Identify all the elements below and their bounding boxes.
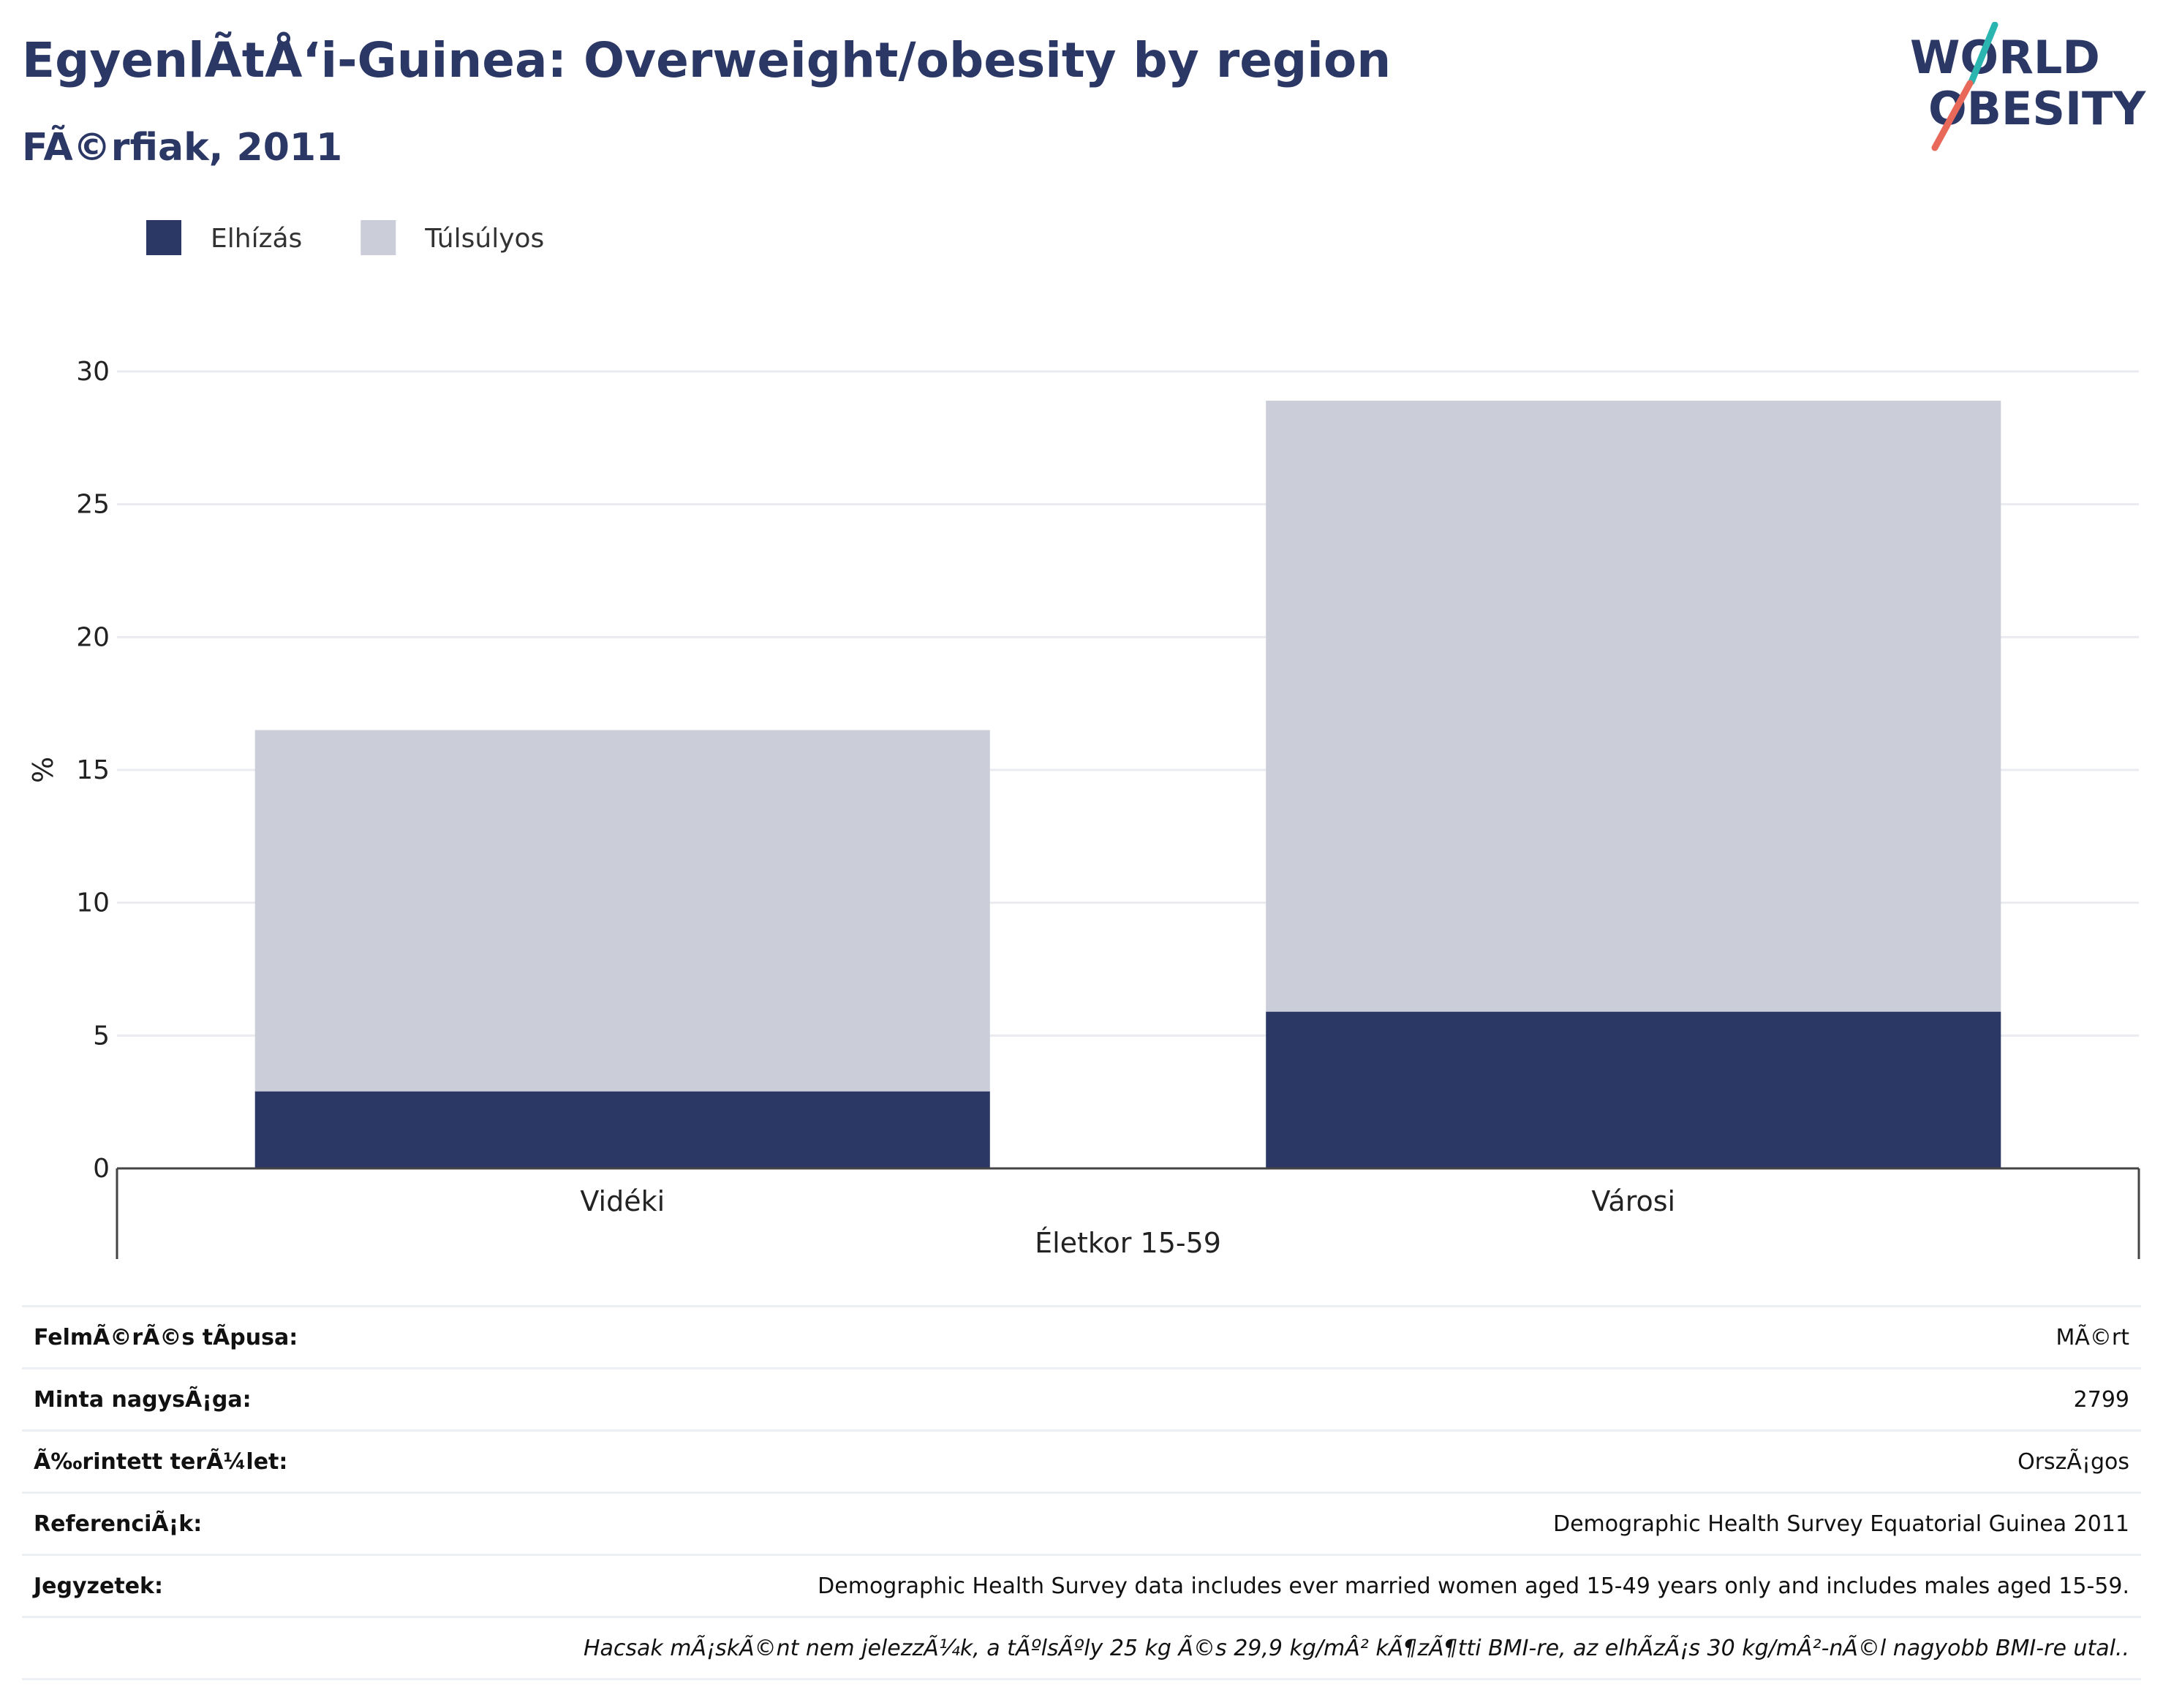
info-label: FelmÃ©rÃ©s tÃpusa: bbox=[22, 1305, 398, 1369]
legend-label: Túlsúlyos bbox=[424, 224, 544, 254]
info-row-area: Ã‰rintett terÃ¼let: OrszÃ¡gos bbox=[22, 1429, 2141, 1493]
y-tick-label: 25 bbox=[76, 490, 110, 520]
chart-title: EgyenlÃtÅ‘i-Guinea: Overweight/obesity b… bbox=[22, 32, 1392, 88]
bar-obesity bbox=[1266, 1011, 2001, 1168]
y-tick-label: 5 bbox=[93, 1021, 110, 1051]
info-table: FelmÃ©rÃ©s tÃpusa: MÃ©rt Minta nagysÃ¡ga… bbox=[22, 1305, 2141, 1680]
legend-swatch bbox=[360, 220, 396, 255]
info-row-notes: Jegyzetek: Demographic Health Survey dat… bbox=[22, 1554, 2141, 1617]
info-label: Minta nagysÃ¡ga: bbox=[22, 1367, 398, 1431]
bar-obesity bbox=[254, 1091, 990, 1168]
info-row-references: ReferenciÃ¡k: Demographic Health Survey … bbox=[22, 1492, 2141, 1555]
info-row-survey-type: FelmÃ©rÃ©s tÃpusa: MÃ©rt bbox=[22, 1305, 2141, 1369]
x-tick-label: Városi bbox=[1591, 1185, 1675, 1217]
bar-chart: Elhízás Túlsúlyos 0 5 10 15 20 25 30 Vidéki Város… bbox=[27, 220, 2140, 1259]
bar-overweight bbox=[1266, 400, 2001, 1012]
x-axis-title: Életkor 15-59 bbox=[1035, 1227, 1221, 1259]
info-value: 2799 bbox=[397, 1367, 2141, 1431]
info-label: Ã‰rintett terÃ¼let: bbox=[22, 1429, 398, 1493]
world-obesity-logo: WORLD OBESITY bbox=[1910, 22, 2146, 151]
info-value: MÃ©rt bbox=[397, 1305, 2141, 1369]
y-axis-title: % bbox=[27, 757, 59, 783]
bar-overweight bbox=[254, 730, 990, 1092]
bmi-note: Hacsak mÃ¡skÃ©nt nem jelezzÃ¼k, a tÃºlsÃ… bbox=[22, 1616, 2141, 1680]
y-tick-label: 15 bbox=[76, 755, 110, 785]
axes: 0 5 10 15 20 25 30 Vidéki Városi Életkor 15-59% bbox=[27, 357, 2140, 1259]
logo-slash-teal bbox=[1968, 22, 1998, 86]
info-label: ReferenciÃ¡k: bbox=[22, 1492, 398, 1555]
logo-text-world: WORLD bbox=[1910, 31, 2100, 84]
logo-slash-coral bbox=[1931, 80, 1974, 151]
info-value: OrszÃ¡gos bbox=[397, 1429, 2141, 1493]
chart-subtitle: FÃ©rfiak, 2011 bbox=[22, 126, 343, 170]
y-tick-label: 0 bbox=[93, 1154, 110, 1184]
legend-label: Elhízás bbox=[211, 224, 302, 254]
x-tick-label: Vidéki bbox=[580, 1185, 665, 1217]
legend-swatch bbox=[146, 220, 181, 255]
info-row-sample-size: Minta nagysÃ¡ga: 2799 bbox=[22, 1367, 2141, 1431]
info-label: Jegyzetek: bbox=[22, 1554, 398, 1617]
legend: Elhízás Túlsúlyos bbox=[146, 220, 544, 255]
info-value: Demographic Health Survey data includes … bbox=[397, 1554, 2141, 1617]
y-tick-label: 30 bbox=[76, 357, 110, 387]
info-value: Demographic Health Survey Equatorial Gui… bbox=[397, 1492, 2141, 1555]
bar-series bbox=[254, 400, 2001, 1168]
y-tick-label: 10 bbox=[76, 888, 110, 918]
y-tick-label: 20 bbox=[76, 622, 110, 652]
info-row-bmi-note: Hacsak mÃ¡skÃ©nt nem jelezzÃ¼k, a tÃºlsÃ… bbox=[22, 1616, 2141, 1680]
